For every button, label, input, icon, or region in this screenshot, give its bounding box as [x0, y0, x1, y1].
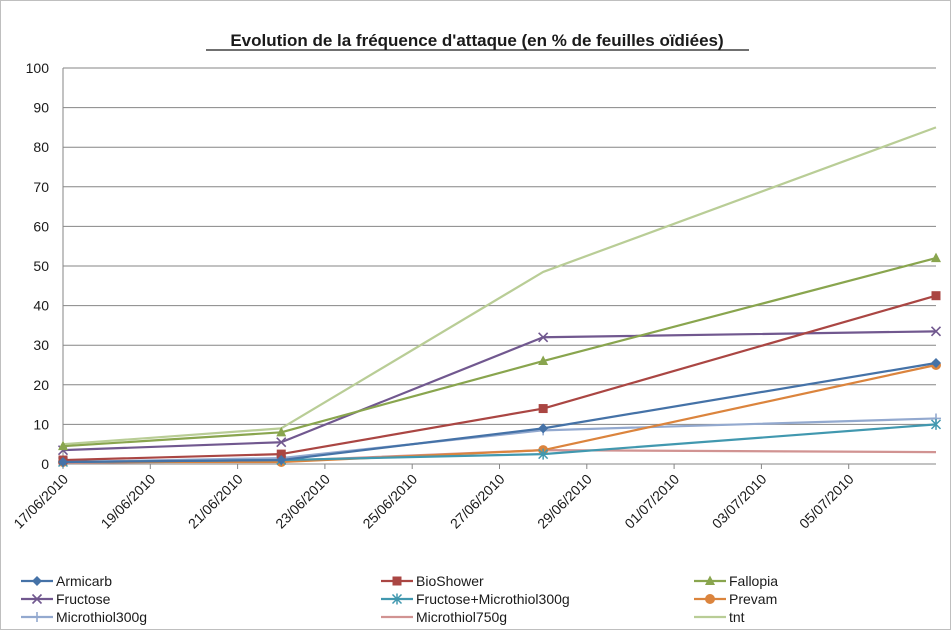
y-tick-label: 80 [33, 139, 49, 155]
y-tick-label: 50 [33, 258, 49, 274]
legend-label: Fructose+Microthiol300g [416, 591, 570, 607]
series-line [62, 361, 937, 464]
x-tick-label: 19/06/2010 [98, 471, 159, 532]
data-point [538, 332, 549, 343]
data-point [930, 326, 942, 337]
series-line [62, 294, 937, 462]
data-point [931, 252, 941, 263]
y-tick-label: 10 [33, 416, 49, 432]
y-tick-label: 100 [26, 60, 50, 76]
legend-item: BioShower [381, 573, 484, 589]
data-point [58, 440, 68, 451]
data-point [58, 457, 68, 468]
legend-item: Microthiol750g [381, 609, 507, 625]
data-point [276, 437, 287, 448]
series-line [62, 126, 937, 446]
legend-marker [705, 575, 715, 585]
legend-label: Microthiol300g [56, 609, 147, 625]
legend-marker [705, 594, 715, 604]
data-point [538, 448, 549, 460]
legend-item: Prevam [694, 591, 777, 607]
series-armicarb [58, 358, 941, 468]
legend-item: Fallopia [694, 573, 778, 589]
x-tick-label: 29/06/2010 [534, 471, 595, 532]
x-tick-label: 25/06/2010 [359, 471, 420, 532]
data-point [930, 418, 942, 430]
legend-label: Fructose [56, 591, 111, 607]
data-point [538, 404, 548, 414]
legend-item: tnt [694, 609, 745, 625]
y-tick-label: 90 [33, 100, 49, 116]
legend-label: BioShower [416, 573, 484, 589]
legend-label: Prevam [729, 591, 777, 607]
legend-marker [32, 576, 42, 586]
y-tick-label: 60 [33, 218, 49, 234]
data-point [931, 358, 941, 369]
data-point [276, 455, 287, 466]
series-fallopia [58, 252, 941, 451]
data-point [276, 426, 287, 437]
legend-item: Microthiol300g [21, 609, 147, 625]
y-tick-label: 0 [41, 456, 49, 472]
series-microthiol300g [58, 413, 941, 468]
x-tick-label: 03/07/2010 [709, 471, 770, 532]
series-line [62, 330, 937, 452]
legend-item: Armicarb [21, 573, 112, 589]
y-tick-label: 30 [33, 337, 49, 353]
legend-marker [32, 612, 42, 622]
legend-label: Microthiol750g [416, 609, 507, 625]
data-point [538, 355, 549, 366]
chart-title: Evolution de la fréquence d'attaque (en … [230, 31, 723, 50]
data-point [276, 449, 286, 459]
y-tick-label: 70 [33, 179, 49, 195]
x-tick-label: 23/06/2010 [272, 471, 333, 532]
x-tick-label: 21/06/2010 [185, 471, 246, 532]
series-lines [57, 126, 942, 468]
x-tick-label: 17/06/2010 [10, 471, 71, 532]
x-tick-label: 05/07/2010 [796, 471, 857, 532]
legend-item: Fructose [21, 591, 111, 607]
legend-marker [391, 593, 403, 605]
y-tick-label: 20 [33, 377, 49, 393]
x-tick-label: 27/06/2010 [447, 471, 508, 532]
legend-label: Fallopia [729, 573, 778, 589]
series-tnt [62, 126, 937, 446]
series-line [62, 257, 937, 448]
legend-label: tnt [729, 609, 745, 625]
gridlines [63, 67, 936, 425]
x-tick-label: 01/07/2010 [621, 471, 682, 532]
legend-item: Fructose+Microthiol300g [381, 591, 570, 607]
series-line [63, 363, 937, 464]
legend: Armicarb BioShower Fallopia Fructose Fructos… [21, 573, 778, 625]
legend-marker [392, 576, 402, 586]
data-point [931, 291, 941, 301]
data-point [538, 423, 549, 434]
y-tick-label: 40 [33, 298, 49, 314]
legend-marker [31, 593, 43, 605]
legend-label: Armicarb [56, 573, 112, 589]
